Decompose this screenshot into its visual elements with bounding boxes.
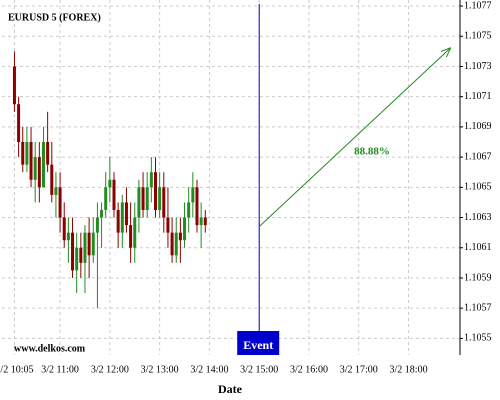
candle-body bbox=[133, 217, 137, 248]
y-tick-label: 1.1065 bbox=[464, 182, 492, 193]
candle-body bbox=[149, 172, 153, 188]
event-box bbox=[237, 331, 280, 355]
candle-body bbox=[112, 179, 116, 210]
candle-body bbox=[21, 142, 25, 165]
candle-body bbox=[158, 187, 162, 210]
y-tick-label: 1.1075 bbox=[464, 31, 492, 42]
candle-body bbox=[33, 157, 37, 180]
candle-body bbox=[95, 217, 99, 233]
x-tick-label: 3/2 17:00 bbox=[340, 364, 378, 375]
y-tick-label: 1.1055 bbox=[464, 333, 492, 344]
candle-body bbox=[29, 142, 33, 180]
candle-body bbox=[162, 187, 166, 218]
candle-body bbox=[170, 232, 174, 256]
chart-title: EURUSD 5 (FOREX) bbox=[8, 12, 101, 23]
candle-body bbox=[178, 232, 182, 241]
candle-body bbox=[17, 104, 21, 142]
forecast-arrow bbox=[258, 48, 450, 227]
candle-body bbox=[199, 217, 203, 226]
candle-body bbox=[79, 247, 83, 263]
candle-body bbox=[191, 187, 195, 203]
candle-body bbox=[75, 247, 79, 271]
candle-body bbox=[203, 217, 207, 226]
candle-body bbox=[174, 232, 178, 256]
candle-body bbox=[195, 187, 199, 226]
candle-body bbox=[71, 232, 75, 271]
y-tick-label: 1.1071 bbox=[464, 91, 492, 102]
candle-body bbox=[141, 187, 145, 210]
y-tick-label: 1.1077 bbox=[464, 0, 492, 11]
y-tick-label: 1.1063 bbox=[464, 212, 492, 223]
x-tick-label: 3/2 18:00 bbox=[390, 364, 428, 375]
candle-body bbox=[116, 209, 120, 233]
watermark: www.delkos.com bbox=[14, 343, 86, 354]
y-tick-label: 1.1067 bbox=[464, 151, 492, 162]
x-tick-label: 3/2 16:00 bbox=[290, 364, 328, 375]
x-tick-label: 3/2 11:00 bbox=[41, 364, 79, 375]
candle-body bbox=[66, 232, 70, 241]
candle-body bbox=[25, 142, 29, 165]
candle-body bbox=[104, 187, 108, 210]
candle-body bbox=[153, 172, 157, 210]
event-label: Event bbox=[243, 338, 273, 352]
x-tick-label: 3/2 12:00 bbox=[91, 364, 129, 375]
x-tick-label: 3/2 14:00 bbox=[190, 364, 228, 375]
candle-body bbox=[58, 187, 62, 218]
candle-body bbox=[100, 209, 104, 218]
candle-body bbox=[108, 179, 112, 188]
candle-body bbox=[87, 232, 91, 256]
candle-body bbox=[137, 187, 141, 218]
candle-body bbox=[124, 202, 128, 226]
candle-body bbox=[166, 217, 170, 233]
candle-body bbox=[183, 217, 187, 241]
x-tick-label: 3/2 15:00 bbox=[240, 364, 278, 375]
candle-body bbox=[41, 142, 45, 188]
candle-body bbox=[12, 66, 16, 105]
y-tick-label: 1.1059 bbox=[464, 272, 492, 283]
y-tick-label: 1.1069 bbox=[464, 121, 492, 132]
candle-body bbox=[145, 187, 149, 210]
candle-body bbox=[187, 202, 191, 218]
candle-body bbox=[91, 232, 95, 256]
x-axis-label: Date bbox=[218, 382, 243, 396]
y-tick-label: 1.1073 bbox=[464, 61, 492, 72]
arrow-label: 88.88% bbox=[354, 146, 390, 158]
candle-body bbox=[62, 217, 66, 241]
x-tick-label: 3/2 10:05 bbox=[0, 364, 33, 375]
y-tick-label: 1.1057 bbox=[464, 302, 492, 313]
candle-body bbox=[46, 142, 50, 165]
x-tick-label: 3/2 13:00 bbox=[141, 364, 179, 375]
candle-body bbox=[120, 202, 124, 233]
y-tick-label: 1.1061 bbox=[464, 242, 492, 253]
candle-body bbox=[54, 187, 58, 195]
candle-body bbox=[83, 232, 87, 263]
candle-body bbox=[129, 225, 133, 248]
candle-body bbox=[50, 164, 54, 195]
candle-body bbox=[37, 157, 41, 188]
